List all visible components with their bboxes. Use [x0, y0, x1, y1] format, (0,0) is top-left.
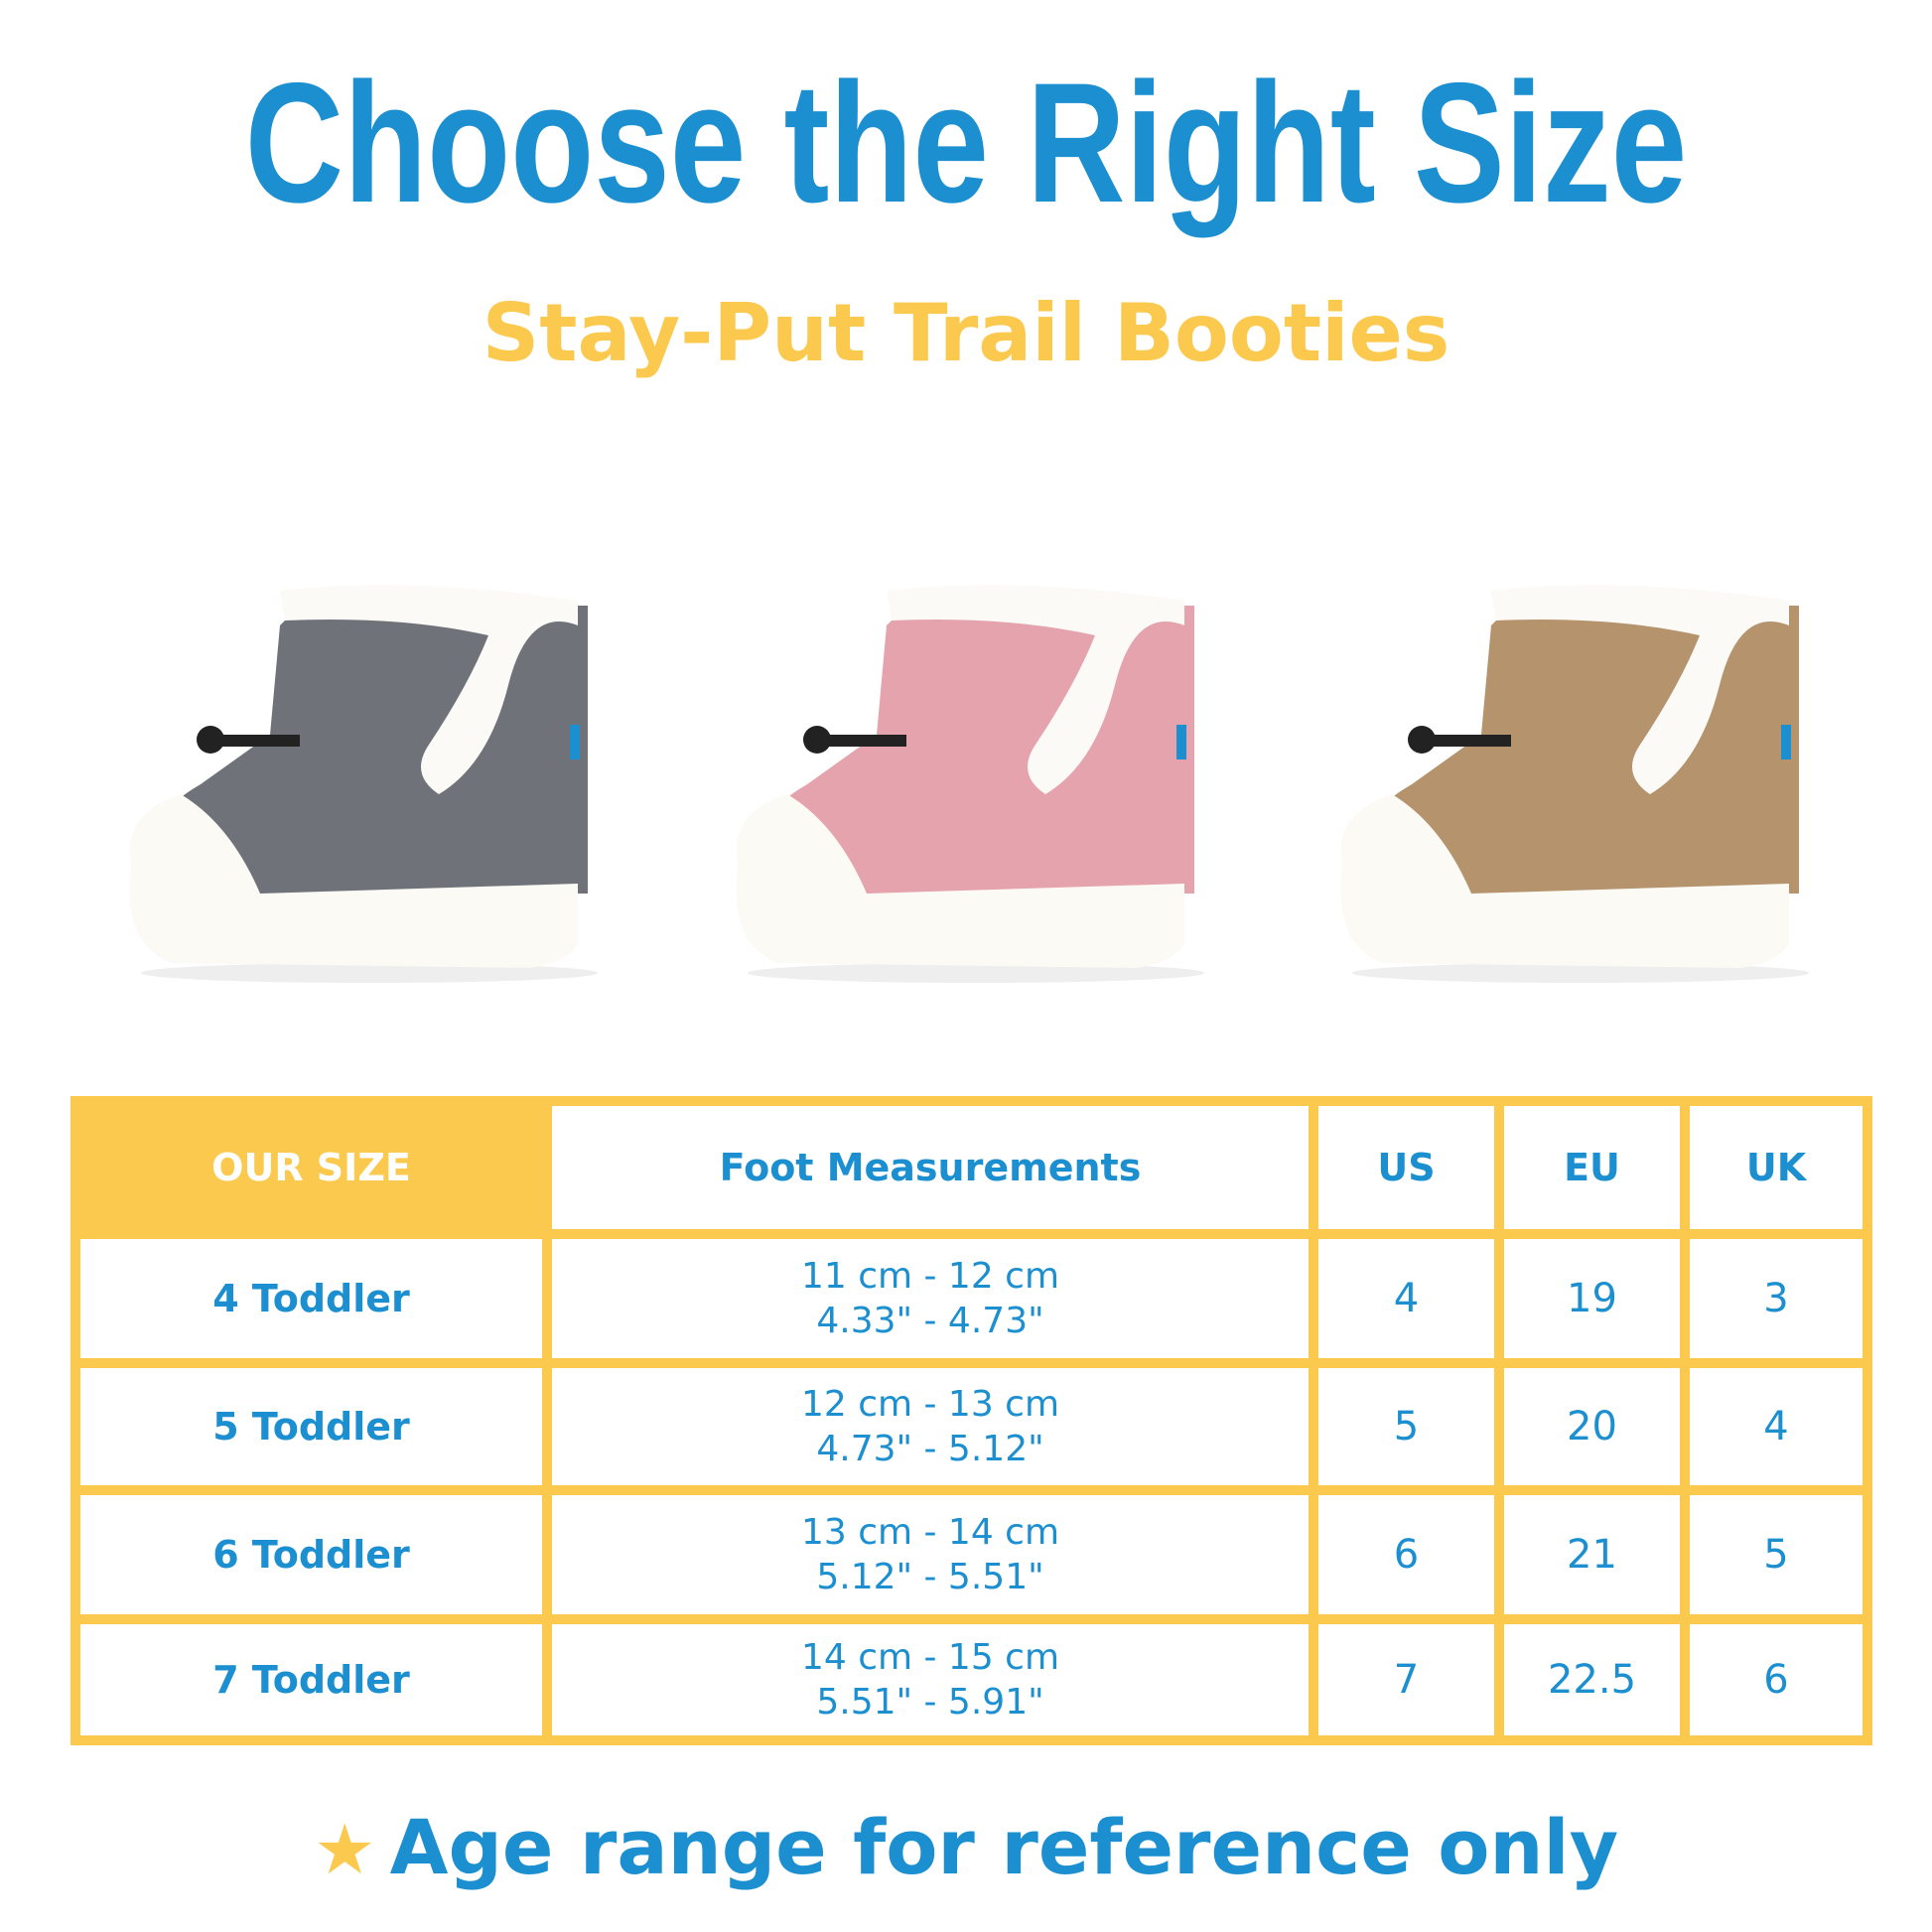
boot-image-tan [1322, 566, 1829, 993]
header-foot-measurements: Foot Measurements [552, 1106, 1309, 1229]
size-label: 5 Toddler [212, 1405, 410, 1449]
cell-our-size: 5 Toddler [80, 1368, 542, 1485]
cm-range: 12 cm - 13 cm [800, 1384, 1060, 1425]
header-eu: EU [1504, 1106, 1680, 1229]
boot-image-gray [111, 566, 618, 993]
product-name: Stay-Put Trail Booties [482, 287, 1450, 379]
cell-our-size: 6 Toddler [80, 1495, 542, 1614]
cell-eu: 20 [1504, 1368, 1680, 1485]
uk-size: 5 [1763, 1532, 1789, 1578]
cell-eu: 21 [1504, 1495, 1680, 1614]
header-label: US [1377, 1146, 1436, 1189]
cell-us: 5 [1318, 1368, 1494, 1485]
eu-size: 21 [1567, 1532, 1617, 1578]
cm-range: 11 cm - 12 cm [800, 1256, 1060, 1297]
cell-our-size: 4 Toddler [80, 1239, 542, 1358]
cell-eu: 19 [1504, 1239, 1680, 1358]
cell-foot-measurement: 11 cm - 12 cm 4.33" - 4.73" [552, 1239, 1309, 1358]
eu-size: 22.5 [1547, 1657, 1637, 1703]
size-label: 4 Toddler [212, 1277, 410, 1320]
us-size: 5 [1393, 1404, 1420, 1449]
footer-note: ★ Age range for reference only [314, 1802, 1618, 1892]
eu-size: 20 [1567, 1404, 1617, 1449]
uk-size: 6 [1763, 1657, 1789, 1703]
header-label: UK [1745, 1146, 1807, 1189]
cell-foot-measurement: 12 cm - 13 cm 4.73" - 5.12" [552, 1368, 1309, 1485]
us-size: 7 [1393, 1657, 1420, 1703]
cell-our-size: 7 Toddler [80, 1624, 542, 1735]
header-uk: UK [1690, 1106, 1863, 1229]
size-chart-table: OUR SIZE Foot Measurements US EU UK 4 Toddler… [70, 1096, 1872, 1745]
cell-us: 7 [1318, 1624, 1494, 1735]
eu-size: 19 [1567, 1276, 1617, 1321]
inch-range: 5.12" - 5.51" [816, 1557, 1044, 1597]
cell-uk: 3 [1690, 1239, 1863, 1358]
inch-range: 4.73" - 5.12" [816, 1429, 1044, 1469]
header-label: Foot Measurements [719, 1146, 1142, 1189]
inch-range: 4.33" - 4.73" [816, 1301, 1044, 1341]
header-us: US [1318, 1106, 1494, 1229]
cell-foot-measurement: 14 cm - 15 cm 5.51" - 5.91" [552, 1624, 1309, 1735]
us-size: 6 [1393, 1532, 1420, 1578]
page-title: Choose the Right Size [244, 48, 1688, 238]
uk-size: 3 [1763, 1276, 1789, 1321]
cell-eu: 22.5 [1504, 1624, 1680, 1735]
cell-foot-measurement: 13 cm - 14 cm 5.12" - 5.51" [552, 1495, 1309, 1614]
cell-us: 4 [1318, 1239, 1494, 1358]
cell-uk: 5 [1690, 1495, 1863, 1614]
us-size: 4 [1393, 1276, 1420, 1321]
size-label: 6 Toddler [212, 1533, 410, 1577]
cell-us: 6 [1318, 1495, 1494, 1614]
cm-range: 13 cm - 14 cm [800, 1512, 1060, 1553]
header-label: EU [1564, 1146, 1620, 1189]
size-label: 7 Toddler [212, 1658, 410, 1702]
header-our-size: OUR SIZE [80, 1106, 542, 1229]
header-label: OUR SIZE [211, 1146, 411, 1189]
inch-range: 5.51" - 5.91" [816, 1682, 1044, 1723]
cell-uk: 6 [1690, 1624, 1863, 1735]
cm-range: 14 cm - 15 cm [800, 1637, 1060, 1678]
boot-image-pink [718, 566, 1224, 993]
uk-size: 4 [1763, 1404, 1789, 1449]
footer-text: Age range for reference only [389, 1803, 1619, 1891]
cell-uk: 4 [1690, 1368, 1863, 1485]
star-icon: ★ [313, 1809, 376, 1890]
